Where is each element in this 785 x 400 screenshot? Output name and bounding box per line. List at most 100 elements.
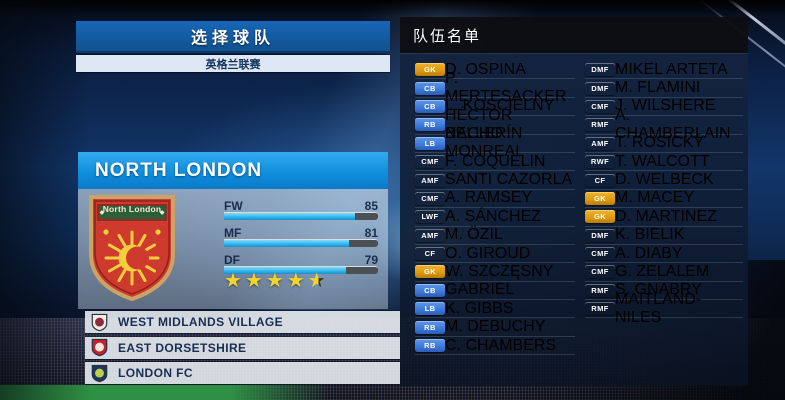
stat-bar [224,239,378,247]
select-team-title: 选择球队 [76,21,390,53]
stat-label: MF [224,226,242,240]
player-row[interactable]: LB K. GIBBS [415,300,575,319]
position-badge: CMF [415,155,445,168]
stat-bar [224,212,378,220]
position-badge: GK [415,63,445,77]
crest-banner-text: North London [102,204,162,214]
star-full-icon: ★ [265,270,287,292]
player-row[interactable]: CB L. KOSCIELNY [415,97,575,117]
player-row[interactable]: LB NACHO MONREAL [415,125,575,160]
roster-column-1: GK D. OSPINA CB P. MERTESACKER CB L. KOSCIELN… [415,61,575,356]
roster-title: 队伍名单 [413,27,482,45]
player-name: M. DEBUCHY [445,318,546,336]
team-crest-icon [91,364,108,383]
position-badge: GK [585,210,615,224]
player-row[interactable]: CMF A. RAMSEY [415,189,575,209]
player-row[interactable]: CB P. MERTESACKER [415,70,575,105]
team-list: WEST MIDLANDS VILLAGE EAST DORSETSHIRE LON… [85,311,400,388]
player-row[interactable]: RWF T. WALCOTT [585,152,743,172]
player-name: HÉCTOR BELLERÍN [445,106,523,142]
player-row[interactable]: RB C. CHAMBERS [415,336,575,356]
roster-panel: GK D. OSPINA CB P. MERTESACKER CB L. KOSCIELN… [400,53,748,386]
player-name: J. WILSHERE [615,97,716,115]
player-row[interactable]: RMF S. GNABRY [585,281,743,301]
player-row[interactable]: AMF SANTI CAZORLA [415,171,575,190]
team-list-item[interactable]: EAST DORSETSHIRE [85,336,400,359]
player-row[interactable]: CMF A. DIABY [585,244,743,264]
team-name: EAST DORSETSHIRE [118,340,247,355]
north-london-crest-graphic [89,195,175,302]
player-name: T. WALCOTT [615,152,710,170]
stat-bar-fill [224,213,355,220]
position-badge: AMF [415,229,445,242]
position-badge: RMF [585,302,615,315]
player-name: SANTI CAZORLA [445,171,573,189]
player-name: M. MACEY [615,189,695,207]
team-list-item[interactable]: LONDON FC [85,362,400,384]
position-badge: CF [585,174,615,187]
team-name: WEST MIDLANDS VILLAGE [118,315,284,329]
player-name: P. MERTESACKER [445,70,567,106]
player-row[interactable]: CF O. GIROUD [415,245,575,264]
player-row[interactable]: LWF A. SÁNCHEZ [415,208,575,227]
player-name: S. GNABRY [615,281,702,299]
position-badge: CMF [415,192,445,205]
player-name: A. DIABY [615,244,683,262]
star-full-icon: ★ [244,270,266,292]
position-badge: CMF [585,265,615,278]
player-row[interactable]: CMF G. ZELALEM [585,263,743,282]
stat-bar-fill [224,267,346,274]
team-name-header: NORTH LONDON [78,152,388,189]
roster-title-bar: 队伍名单 [400,17,748,53]
player-name: C. CHAMBERS [445,336,557,354]
stat-row: DF 79 [224,253,378,274]
position-badge: AMF [585,137,615,150]
team-crest-icon [91,338,108,357]
team-name: LONDON FC [118,366,193,380]
player-name: M. FLAMINI [615,79,701,97]
position-badge: CMF [585,247,615,260]
player-row[interactable]: AMF M. ÖZIL [415,226,575,245]
position-badge: LB [415,302,445,316]
star-full-icon: ★ [224,270,245,292]
player-row[interactable]: DMF M. FLAMINI [585,79,743,98]
team-list-item[interactable]: WEST MIDLANDS VILLAGE [85,311,400,333]
player-row[interactable]: GK D. MARTINEZ [585,208,743,227]
position-badge: DMF [585,63,615,76]
selected-team-card[interactable]: NORTH LONDON [78,152,388,309]
player-row[interactable]: RMF A. CHAMBERLAIN [585,107,743,142]
player-row[interactable]: CMF J. WILSHERE [585,97,743,117]
player-row[interactable]: CF D. WELBECK [585,171,743,190]
team-crest-icon [91,313,108,332]
player-name: M. ÖZIL [445,226,503,244]
stat-value: 85 [364,199,378,213]
player-name: MAITLAND-NILES [615,290,702,326]
position-badge: CB [415,81,445,95]
stat-value: 81 [364,226,378,240]
player-row[interactable]: GK W. SZCZĘSNY [415,263,575,282]
player-row[interactable]: AMF T. ROSICKÝ [585,134,743,153]
player-name: W. SZCZĘSNY [445,263,554,280]
player-row[interactable]: RB HÉCTOR BELLERÍN [415,107,575,142]
star-half-icon: ★ [307,270,329,292]
player-name: A. RAMSEY [445,189,533,207]
player-name: F. COQUELIN [445,152,546,170]
player-row[interactable]: RMF MAITLAND-NILES [585,291,743,326]
league-selector[interactable]: 英格兰联赛 [76,55,390,72]
position-badge: RMF [585,118,615,131]
player-row[interactable]: GK M. MACEY [585,189,743,209]
player-row[interactable]: GK D. OSPINA [415,61,575,80]
player-name: MIKEL ARTETA [615,60,728,78]
position-badge: GK [415,265,445,279]
stat-value: 79 [364,253,378,267]
star-rating: ★★★★★ [224,271,329,291]
player-row[interactable]: CMF F. COQUELIN [415,152,575,172]
player-name: T. ROSICKÝ [615,134,704,152]
position-badge: RB [415,339,445,353]
player-row[interactable]: CB GABRIEL [415,281,575,301]
player-row[interactable]: RB M. DEBUCHY [415,318,575,337]
player-row[interactable]: DMF K. BIELIK [585,226,743,245]
player-row[interactable]: DMF MIKEL ARTETA [585,60,743,80]
top-vignette [0,0,785,16]
